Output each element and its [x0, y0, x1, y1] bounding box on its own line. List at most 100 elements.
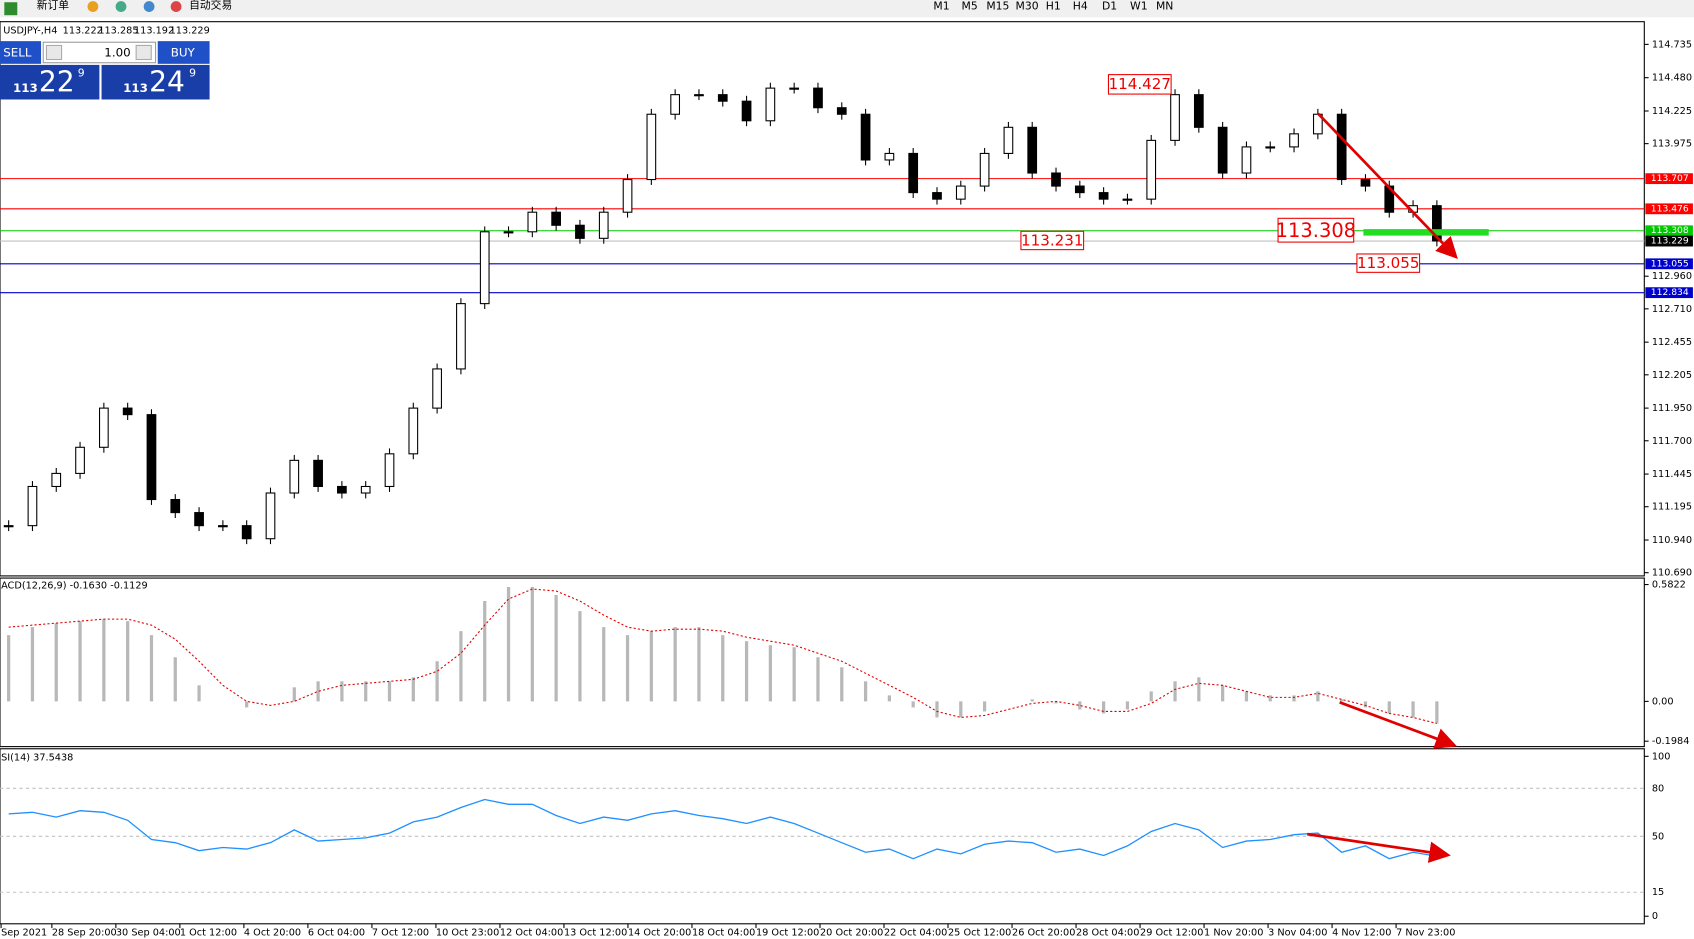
candle [1241, 146, 1252, 174]
annotation-box [1277, 217, 1355, 243]
rsi-line [8, 798, 1437, 860]
candle [1027, 126, 1038, 174]
toolbar-icon[interactable] [115, 1, 127, 12]
plots: 114.735 114.480 114.225 113.975 112.960 112.7… [0, 39, 1693, 938]
drawn-arrow [1307, 832, 1451, 863]
candle [813, 87, 823, 109]
candle [289, 459, 300, 494]
timeframe-button[interactable]: M5 [962, 0, 978, 13]
y-tick-label: 112.205 [1652, 370, 1692, 381]
drawn-zone [1363, 229, 1489, 236]
x-tick-label: 20 Oct 20:00 [820, 927, 883, 938]
sell-button[interactable] [0, 41, 42, 64]
candle [360, 485, 371, 494]
sell-price-big: 113 [13, 81, 38, 95]
ohlc-value: 113.285 [98, 25, 138, 36]
candle [503, 231, 514, 234]
candle [908, 152, 919, 194]
x-tick-label: 7 Oct 12:00 [372, 927, 429, 938]
y-tick-label: 111.950 [1652, 403, 1692, 414]
buy-price-main: 24 [149, 65, 185, 98]
timeframe-button[interactable]: MN [1156, 0, 1173, 13]
ohlc-value: 113.192 [134, 25, 174, 36]
candle [218, 525, 228, 528]
sell-label[interactable]: SELL [3, 46, 32, 60]
y-tick-label: 112.455 [1652, 337, 1692, 348]
timeframe-button[interactable]: W1 [1130, 0, 1148, 13]
x-tick-label: 6 Oct 04:00 [308, 927, 365, 938]
candle [1360, 179, 1371, 187]
candle [479, 231, 490, 305]
x-tick-label: 1 Nov 20:00 [1204, 927, 1263, 938]
x-tick-label: 29 Oct 12:00 [1140, 927, 1203, 938]
x-tick-label: 7 Nov 23:00 [1396, 927, 1455, 938]
toolbar-bg [0, 0, 1694, 18]
auto-trading-button[interactable]: 自动交易 [189, 0, 232, 11]
x-tick-label: 19 Oct 12:00 [756, 927, 819, 938]
drawn-arrow [1317, 112, 1458, 259]
candle [717, 94, 728, 102]
candle [575, 224, 585, 239]
buy-button[interactable] [157, 41, 210, 64]
candle [27, 485, 38, 527]
price-level-box [1645, 287, 1693, 299]
lots-down[interactable] [45, 44, 63, 61]
new-order-icon[interactable] [4, 2, 18, 16]
candle [170, 498, 181, 514]
candle [622, 179, 633, 213]
candle [1098, 192, 1109, 200]
candle [789, 87, 800, 90]
timeframe-button[interactable]: H4 [1073, 0, 1088, 13]
candle [1003, 126, 1014, 154]
price-level-label: 113.476 [1651, 203, 1689, 214]
candle [384, 453, 395, 488]
buy-label[interactable]: BUY [171, 46, 196, 60]
x-tick-label: 30 Sep 04:00 [116, 927, 181, 938]
annotation: 113.231 [1021, 232, 1083, 250]
candle [1265, 146, 1276, 149]
lots-up[interactable] [135, 44, 152, 61]
candle [1336, 113, 1347, 181]
candle [337, 485, 347, 494]
candle [741, 100, 752, 122]
y-tick-label: 15 [1652, 887, 1664, 898]
auto-trading-icon[interactable] [170, 1, 182, 12]
lots-value[interactable]: 1.00 [104, 46, 130, 60]
buy-price-big: 113 [123, 81, 148, 95]
new-order-button[interactable]: 新订单 [37, 0, 70, 11]
sell-price-box[interactable] [0, 64, 100, 100]
candle [408, 407, 419, 455]
candle [98, 407, 109, 448]
candle [955, 185, 966, 200]
price-level-label: 112.834 [1651, 287, 1689, 298]
price-level-label: 113.308 [1651, 225, 1689, 236]
candle [646, 113, 657, 181]
x-tick-label: 3 Nov 04:00 [1268, 927, 1327, 938]
annotation-box [1020, 230, 1085, 251]
candle [1193, 94, 1204, 128]
price-level-label: 113.055 [1651, 258, 1689, 269]
annotation-box [1356, 253, 1421, 273]
x-tick-label: 22 Oct 04:00 [884, 927, 947, 938]
timeframe-button[interactable]: D1 [1102, 0, 1117, 13]
price-level-box [1645, 225, 1693, 237]
lots-input[interactable] [42, 41, 157, 64]
buy-price-box[interactable] [101, 64, 210, 100]
x-tick-label: 1 Oct 12:00 [180, 927, 237, 938]
toolbar-icon[interactable] [143, 1, 155, 12]
toolbar-icon[interactable] [87, 1, 99, 12]
candle [551, 211, 561, 226]
x-tick-label: 12 Oct 04:00 [500, 927, 563, 938]
y-tick-label: 0.5822 [1652, 580, 1686, 591]
candle [765, 87, 776, 122]
candle [932, 192, 942, 200]
timeframe-button[interactable]: M30 [1016, 0, 1039, 13]
timeframe-button[interactable]: H1 [1046, 0, 1061, 13]
timeframe-button[interactable]: M1 [933, 0, 949, 13]
candle [194, 512, 204, 527]
timeframe-button[interactable]: M15 [986, 0, 1009, 13]
annotations: 114.427 113.231 113.308 113.055 [1020, 74, 1421, 273]
x-tick-label: 4 Nov 12:00 [1332, 927, 1391, 938]
